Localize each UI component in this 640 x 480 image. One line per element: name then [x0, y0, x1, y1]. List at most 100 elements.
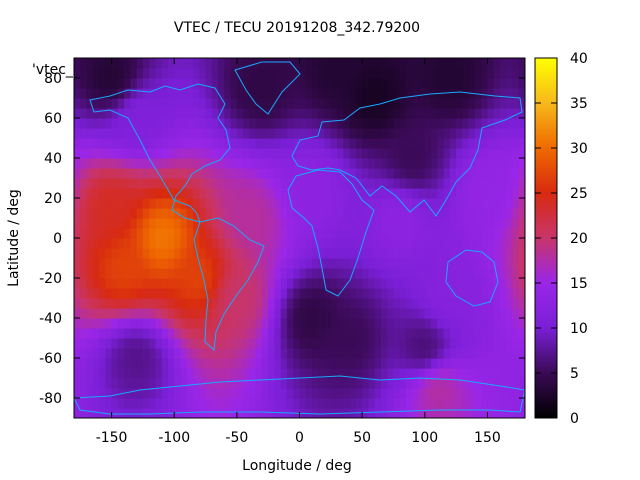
heat-cell	[481, 308, 489, 319]
heat-cell	[412, 118, 420, 129]
heat-cell	[268, 388, 276, 399]
heat-cell	[330, 58, 338, 69]
heat-cell	[318, 358, 326, 369]
heat-cell	[349, 98, 357, 109]
heat-cell	[117, 308, 125, 319]
heat-cell	[255, 158, 263, 169]
heat-cell	[268, 358, 276, 369]
heat-cell	[318, 328, 326, 339]
heat-cell	[161, 58, 169, 69]
heat-cell	[493, 168, 501, 179]
heat-cell	[149, 298, 157, 309]
heat-cell	[142, 178, 150, 189]
heat-cell	[167, 168, 175, 179]
heat-cell	[74, 168, 81, 179]
heat-cell	[324, 318, 332, 329]
heat-cell	[167, 188, 175, 199]
heat-cell	[431, 308, 438, 319]
heat-cell	[424, 258, 432, 269]
heat-cell	[136, 398, 144, 409]
heat-cell	[437, 228, 445, 239]
heat-cell	[255, 208, 263, 219]
heat-cell	[493, 188, 501, 199]
heat-cell	[236, 138, 244, 149]
heat-cell	[405, 248, 413, 259]
heat-cell	[324, 368, 332, 379]
heat-cell	[180, 228, 188, 239]
heat-cell	[274, 298, 282, 309]
heat-cell	[130, 268, 138, 279]
heat-cell	[186, 388, 194, 399]
heat-cell	[424, 238, 432, 249]
heat-cell	[224, 388, 232, 399]
heat-cell	[205, 128, 213, 139]
heat-cell	[149, 118, 157, 129]
heat-cell	[387, 258, 395, 269]
heat-cell	[136, 168, 144, 179]
heat-cell	[330, 148, 338, 159]
heat-cell	[136, 408, 144, 418]
heat-cell	[380, 78, 388, 89]
heat-cell	[280, 58, 288, 69]
heat-cell	[456, 128, 463, 139]
heat-cell	[74, 308, 81, 319]
heat-cell	[86, 188, 94, 199]
heat-cell	[506, 88, 514, 99]
heat-cell	[274, 168, 282, 179]
heat-cell	[261, 408, 269, 418]
heat-cell	[299, 148, 307, 159]
heat-cell	[512, 178, 520, 189]
heat-cell	[105, 168, 113, 179]
heat-cell	[111, 408, 119, 418]
heat-cell	[142, 218, 150, 229]
heat-cell	[111, 288, 119, 299]
heat-cell	[330, 238, 338, 249]
heat-cell	[268, 98, 276, 109]
heat-cell	[255, 328, 263, 339]
heat-cell	[236, 108, 244, 119]
heat-cell	[468, 408, 476, 418]
heat-cell	[218, 408, 225, 418]
heat-cell	[167, 348, 175, 359]
heat-cell	[324, 358, 332, 369]
heat-cell	[218, 338, 225, 349]
heat-cell	[86, 258, 94, 269]
heat-cell	[117, 188, 125, 199]
heat-cell	[518, 408, 525, 418]
heat-cell	[167, 228, 175, 239]
heat-cell	[437, 148, 445, 159]
heat-cell	[337, 128, 344, 139]
heat-cell	[305, 288, 313, 299]
heat-cell	[249, 328, 257, 339]
heat-cell	[211, 168, 219, 179]
heat-cell	[193, 258, 200, 269]
heat-cell	[355, 168, 363, 179]
heat-cell	[374, 268, 382, 279]
heat-cell	[268, 298, 276, 309]
heat-cell	[86, 308, 94, 319]
heat-cell	[180, 188, 188, 199]
heat-cell	[268, 108, 276, 119]
heat-cell	[280, 368, 288, 379]
heat-cell	[462, 248, 470, 259]
heat-cell	[380, 328, 388, 339]
heat-cell	[155, 298, 163, 309]
heat-cell	[337, 228, 344, 239]
heat-cell	[243, 348, 250, 359]
heat-cell	[286, 148, 294, 159]
heat-cell	[374, 298, 382, 309]
heat-cell	[299, 338, 307, 349]
heat-cell	[431, 338, 438, 349]
heat-cell	[456, 148, 463, 159]
heat-cell	[186, 98, 194, 109]
heat-cell	[286, 358, 294, 369]
heat-cell	[224, 288, 232, 299]
heat-cell	[180, 348, 188, 359]
heat-cell	[99, 318, 106, 329]
coastline-greenland	[234, 61, 301, 115]
heat-cell	[99, 128, 106, 139]
heat-cell	[211, 258, 219, 269]
heat-cell	[368, 58, 376, 69]
heat-cell	[105, 358, 113, 369]
heat-cell	[130, 318, 138, 329]
